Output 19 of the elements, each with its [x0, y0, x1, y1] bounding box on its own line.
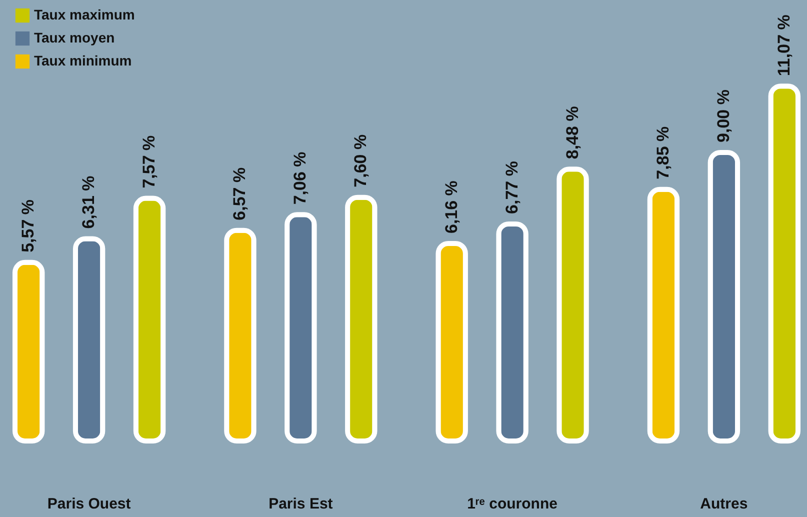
legend-label: Taux minimum [34, 52, 132, 68]
x-tick-label: Paris Est [268, 496, 333, 512]
data-label: 5,57 % [18, 199, 38, 252]
data-label: 11,07 % [774, 14, 794, 76]
data-label: 8,48 % [562, 106, 582, 160]
data-label: 7,60 % [351, 134, 370, 188]
data-label: 6,16 % [442, 180, 461, 234]
legend-label: Taux moyen [34, 30, 115, 46]
data-label: 7,06 % [290, 152, 310, 205]
data-label: 7,57 % [140, 135, 159, 188]
legend-label: Taux maximum [34, 6, 135, 22]
data-label: 6,77 % [502, 161, 522, 214]
x-tick-label: 1ʳᵉ couronne [467, 496, 558, 512]
data-label: 9,00 % [714, 90, 733, 142]
data-label: 7,85 % [653, 126, 672, 180]
x-tick-label: Paris Ouest [47, 496, 131, 512]
data-label: 6,57 % [230, 167, 250, 220]
data-label: 6,31 % [79, 176, 98, 229]
x-tick-label: Autres [700, 496, 748, 512]
